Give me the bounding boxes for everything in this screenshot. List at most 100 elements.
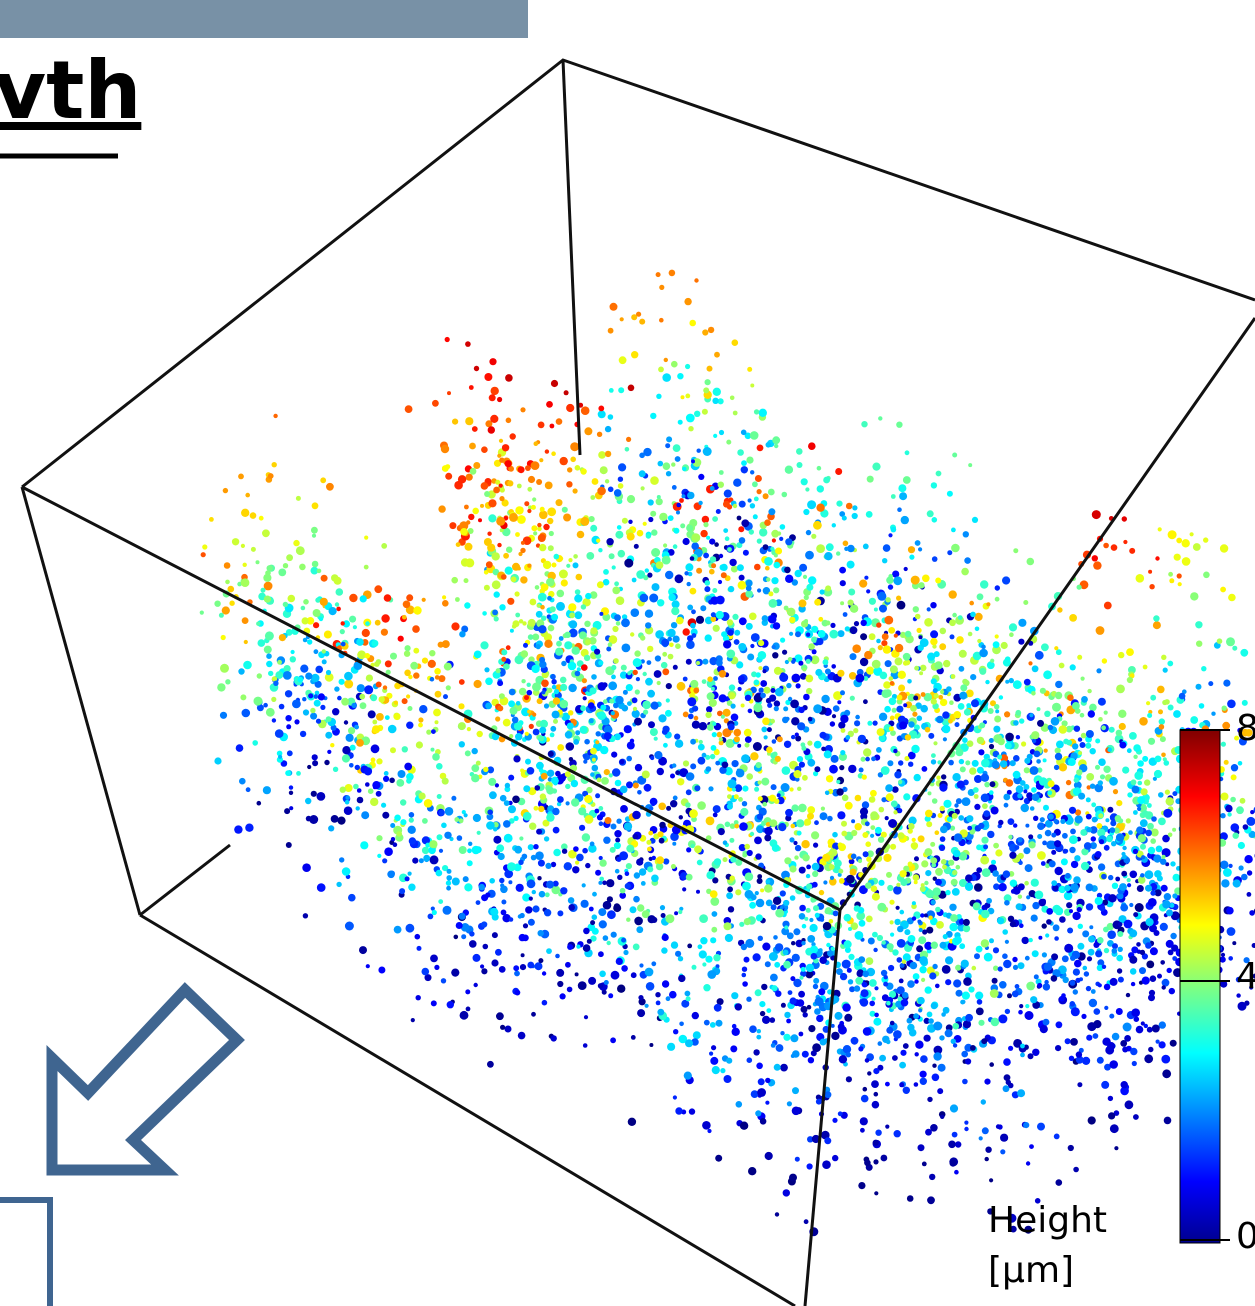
particle (503, 553, 509, 559)
particle (932, 556, 938, 562)
particle (1112, 948, 1118, 954)
particle (1041, 643, 1049, 651)
particle (739, 501, 746, 508)
particle (897, 808, 902, 813)
particle (536, 762, 544, 770)
particle (839, 1055, 847, 1063)
particle (569, 757, 573, 761)
particle (567, 467, 572, 472)
particle (618, 463, 626, 471)
particle (1168, 950, 1174, 956)
particle (574, 594, 582, 602)
particle (617, 985, 625, 993)
particle (724, 490, 732, 498)
particle (812, 871, 818, 877)
particle (345, 795, 350, 800)
particle (903, 1043, 909, 1049)
particle (445, 337, 450, 342)
particle (894, 634, 898, 638)
particle (998, 1014, 1007, 1023)
particle (505, 567, 513, 575)
particle (438, 505, 445, 512)
particle (1074, 726, 1080, 732)
particle (1077, 655, 1082, 660)
particle (949, 700, 954, 705)
particle (964, 709, 971, 716)
particle (430, 855, 439, 864)
particle (452, 878, 460, 886)
particle (872, 893, 880, 901)
particle (582, 833, 590, 841)
particle (1236, 806, 1244, 814)
particle (660, 905, 665, 910)
particle (968, 632, 973, 637)
particle (799, 599, 807, 607)
particle (483, 767, 488, 772)
particle (946, 686, 952, 692)
particle (805, 551, 814, 560)
particle (986, 602, 990, 606)
particle (806, 633, 810, 637)
particle (384, 771, 389, 776)
particle (527, 690, 533, 696)
particle (858, 735, 866, 743)
particle (528, 476, 535, 483)
particle (825, 669, 831, 675)
particle (456, 542, 461, 547)
particle (808, 1025, 815, 1032)
particle (858, 1182, 865, 1189)
particle (507, 598, 514, 605)
particle (707, 724, 714, 731)
particle (924, 913, 928, 917)
particle (543, 561, 551, 569)
particle (1103, 766, 1110, 773)
particle (890, 716, 895, 721)
particle (651, 548, 660, 557)
particle (877, 728, 885, 736)
particle (831, 947, 835, 951)
particle (523, 643, 528, 648)
particle (1143, 665, 1148, 670)
particle (914, 666, 919, 671)
particle (464, 505, 469, 510)
particle (732, 339, 739, 346)
particle (564, 862, 572, 870)
particle (872, 997, 876, 1001)
particle (745, 695, 751, 701)
particle (845, 626, 850, 631)
particle (930, 842, 935, 847)
particle (979, 722, 985, 728)
particle (673, 444, 681, 452)
particle (918, 835, 925, 842)
particle (243, 563, 247, 567)
particle (1089, 999, 1097, 1007)
particle (634, 650, 640, 656)
particle (753, 742, 762, 751)
particle (639, 453, 645, 459)
particle (1018, 895, 1022, 899)
particle (757, 489, 762, 494)
particle (904, 567, 908, 571)
particle (885, 1082, 890, 1087)
particle (1042, 952, 1047, 957)
particle (898, 484, 906, 492)
particle (958, 815, 964, 821)
particle (1158, 709, 1163, 714)
particle (499, 496, 504, 501)
particle (836, 780, 840, 784)
particle (310, 713, 317, 720)
particle (672, 763, 676, 767)
particle (1136, 1026, 1144, 1034)
particle (1029, 841, 1036, 848)
particle (740, 808, 748, 816)
particle (729, 559, 736, 566)
particle (600, 746, 608, 754)
particle (489, 358, 496, 365)
particle (1062, 955, 1069, 962)
particle (472, 846, 481, 855)
particle (712, 911, 718, 917)
particle (995, 634, 999, 638)
particle (840, 750, 845, 755)
particle (837, 700, 841, 704)
particle (598, 410, 606, 418)
